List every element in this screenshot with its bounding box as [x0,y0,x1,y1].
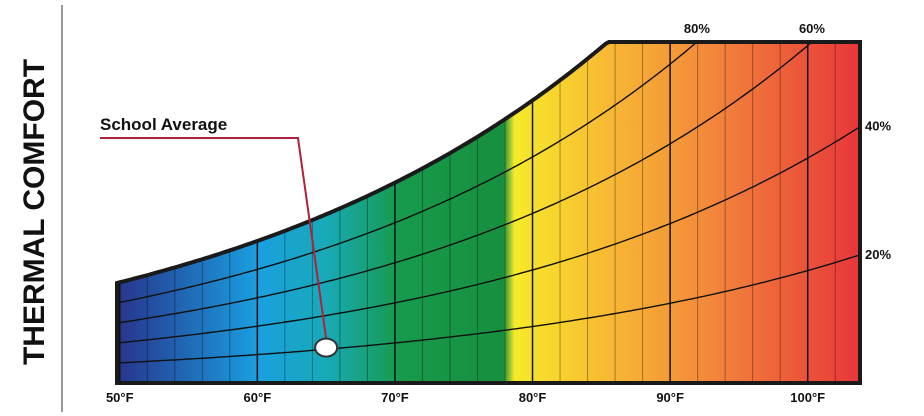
x-tick-label: 90°F [656,390,684,405]
x-tick-label: 80°F [519,390,547,405]
x-tick-label: 100°F [790,390,825,405]
rh-label: 40% [865,119,891,134]
rh-label: 80% [684,21,710,36]
rh-line [117,42,699,304]
x-tick-label: 60°F [244,390,272,405]
rh-line [117,42,816,324]
region-outline [115,40,862,385]
x-tick-label: 50°F [106,390,134,405]
chart-title: THERMAL COMFORT [18,59,51,365]
annotation-label: School Average [100,115,227,134]
rh-label: 20% [865,247,891,262]
rh-line [117,254,860,364]
school-average-marker [314,337,339,358]
annotation-line [100,137,328,339]
plot: 50°F 60°F 70°F 80°F 90°F 100°F 80% 60% 40% 20% Sch… [100,21,891,405]
rh-label: 60% [799,21,825,36]
rh-line [117,126,860,344]
comfort-region [117,42,860,383]
x-tick-label: 70°F [381,390,409,405]
